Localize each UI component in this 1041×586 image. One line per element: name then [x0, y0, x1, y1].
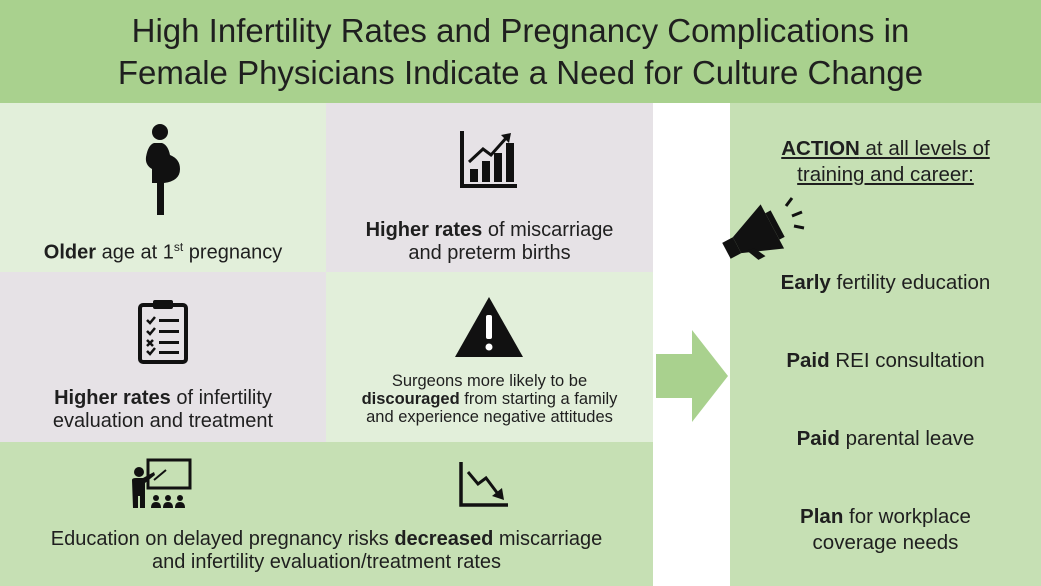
panel-education: Education on delayed pregnancy risks dec…: [0, 442, 653, 586]
action-item: Plan for workplace coverage needs: [800, 505, 971, 554]
panel-surgeons: Surgeons more likely to be discouraged f…: [326, 272, 653, 442]
title-banner: High Infertility Rates and Pregnancy Com…: [0, 0, 1041, 103]
title-line-1: High Infertility Rates and Pregnancy Com…: [131, 11, 910, 49]
panel-miscarriage: Higher rates of miscarriage and preterm …: [326, 103, 653, 272]
panel-older-age: Older age at 1st pregnancy: [0, 103, 326, 272]
right-arrow-icon: [656, 330, 728, 422]
panel-infertility: Higher rates of infertility evaluation a…: [0, 272, 326, 442]
action-title: ACTION at all levels of training and car…: [781, 137, 990, 186]
clipboard-checklist-icon: [138, 300, 188, 364]
rising-bar-chart-icon: [460, 131, 517, 188]
action-item: Paid parental leave: [796, 427, 975, 450]
action-item: Paid REI consultation: [786, 349, 985, 372]
megaphone-icon: [722, 197, 805, 260]
older-age-text: Older age at 1st pregnancy: [43, 240, 283, 264]
surgeons-text: Surgeons more likely to be discouraged f…: [361, 372, 618, 426]
infertility-text: Higher rates of infertility evaluation a…: [52, 387, 274, 432]
warning-triangle-icon: [455, 297, 523, 357]
education-text: Education on delayed pregnancy risks dec…: [50, 528, 603, 573]
panel-actions: ACTION at all levels of training and car…: [730, 103, 1041, 586]
miscarriage-text: Higher rates of miscarriage and preterm …: [365, 219, 614, 264]
declining-chart-icon: [459, 462, 508, 507]
title-line-2: Female Physicians Indicate a Need for Cu…: [117, 53, 924, 91]
pregnant-woman-icon: [145, 124, 180, 215]
teacher-class-icon: [132, 458, 192, 508]
action-item: Early fertility education: [780, 271, 991, 294]
